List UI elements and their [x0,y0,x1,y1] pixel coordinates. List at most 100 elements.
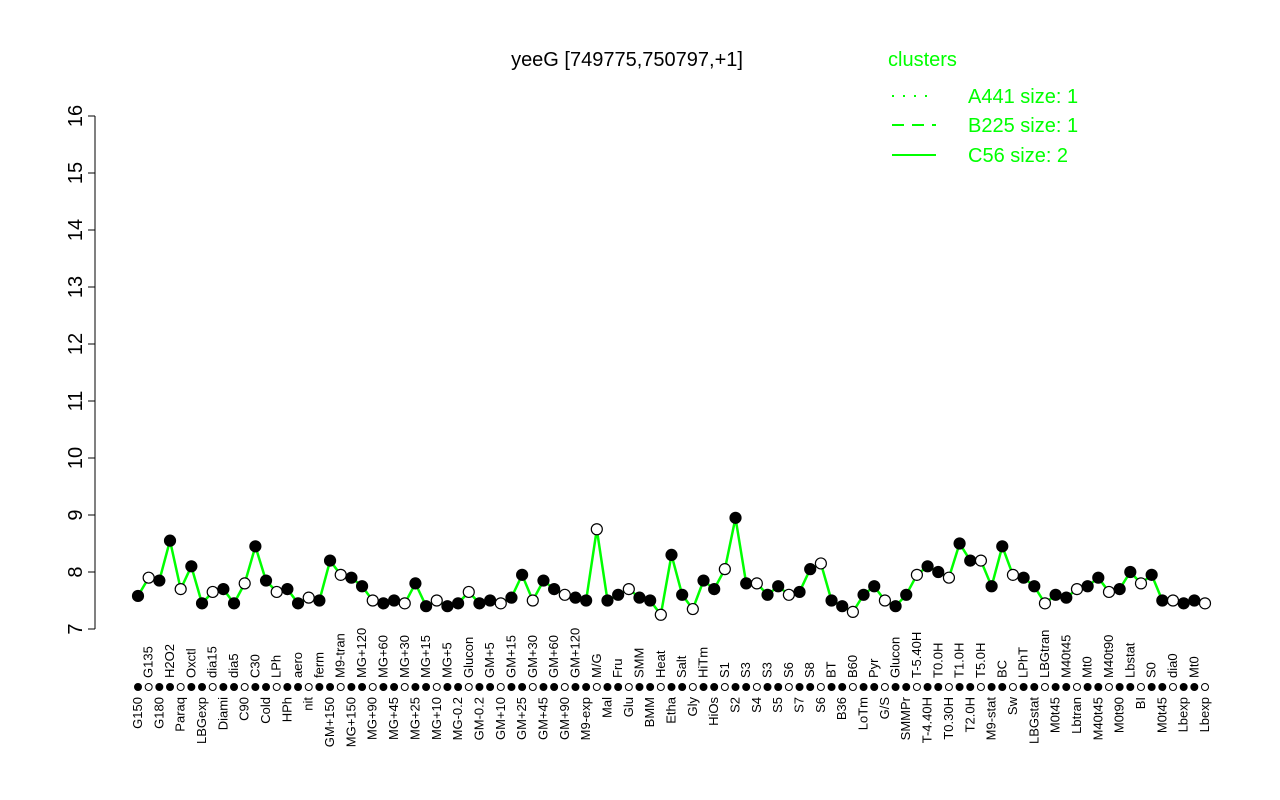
rug-mark [1115,683,1124,691]
rug-mark [304,683,313,691]
rug-mark [1158,683,1167,691]
y-tick-label: 16 [65,105,87,127]
legend-title: clusters [888,49,957,71]
data-point [281,582,294,596]
rug-mark [603,683,612,691]
x-tick-label: MG+60 [375,635,390,678]
rug-mark [752,683,761,691]
x-tick-label: LPh [269,655,284,678]
x-tick-label: nit [301,697,316,711]
y-tick-label: 11 [65,391,87,412]
rug-mark [1030,683,1039,691]
x-tick-label: C90 [237,697,252,721]
x-tick-label: B60 [845,655,860,678]
x-tick-label: GM+45 [535,697,550,740]
data-point [601,594,614,607]
x-tick-label: G180 [151,697,166,729]
x-tick-label: T5.0H [973,643,988,678]
rug-mark [454,683,463,691]
x-tick-label: S2 [728,697,743,713]
rug-mark [1040,683,1049,691]
x-tick-label: GM+150 [322,697,337,747]
data-point [249,540,262,553]
data-point [494,597,507,610]
rug-mark [880,683,889,691]
x-tick-label: T2.0H [962,697,977,732]
rug-mark [496,683,505,691]
y-axis: 7 8 9 10 11 12 13 14 15 16 [65,105,96,635]
y-tick-label: 15 [65,162,87,184]
data-point [1177,597,1190,610]
x-tick-label: Etha [664,696,679,724]
rug-mark [528,683,537,691]
data-point [889,600,902,613]
x-tick-label: S1 [717,662,732,678]
x-tick-label: S6 [813,697,828,713]
data-point [772,580,785,593]
rug-mark [208,683,217,691]
x-tick-label: S8 [802,662,817,678]
rug-mark [560,683,569,691]
rug-mark [134,683,142,691]
rug-mark [1136,683,1145,691]
rug-mark [582,683,591,691]
rug-mark [816,683,825,691]
data-point [1070,582,1084,596]
x-tick-label: M0t45 [1048,697,1063,733]
rug-mark [795,683,804,691]
data-point [793,585,806,599]
data-point [1017,571,1030,584]
x-tick-label: GM+10 [493,697,508,740]
rug-mark [422,683,431,691]
rug-mark [1072,683,1081,691]
data-point [1166,594,1180,607]
data-point [142,571,155,584]
data-point [409,577,422,590]
data-point [708,582,721,596]
rug-mark [507,683,516,691]
data-point [836,600,849,613]
x-tick-label: MG+5 [439,642,454,678]
rug-mark [1019,683,1028,691]
data-point [868,580,881,593]
x-tick-label: Sw [1005,696,1020,715]
legend-entry-2: C56 size: 2 [968,145,1068,167]
data-point [846,605,859,619]
data-point [387,594,401,607]
data-point [313,594,326,607]
data-point [131,589,145,603]
rug-mark [368,683,377,691]
data-point [462,585,475,599]
rug-mark [155,683,164,691]
y-tick-label: 9 [65,509,87,520]
data-point [334,568,347,581]
x-tick-label: MG+120 [354,628,369,678]
data-point [430,594,443,607]
rug-mark [411,683,420,691]
rug-mark [624,683,633,691]
rug-mark [656,683,665,691]
data-point [323,554,337,567]
data-point [153,574,166,587]
rug-mark [198,683,207,691]
x-tick-label: M40t90 [1101,635,1116,678]
x-tick-label: Glucon [461,637,476,678]
rug-mark [326,683,335,691]
rug-mark [870,683,879,691]
x-tick-label: BC [994,660,1009,678]
x-axis-labels: G150 G135 G180 H2O2 Paraq Oxctl LBGexp dia15 Dia… [130,628,1212,747]
x-tick-label: Oxctl [183,648,198,678]
rug-mark [774,683,783,691]
x-tick-label: H2O2 [162,644,177,678]
rug-mark [1201,683,1209,691]
rug-mark [966,683,975,691]
data-point [398,597,411,610]
rug-mark [976,683,985,691]
rug-mark [432,683,441,691]
rug-mark [464,683,473,691]
x-tick-label: LBGexp [194,697,209,744]
rug-mark [678,683,687,691]
rug-mark [518,683,527,691]
x-tick-label: dia0 [1165,653,1180,678]
x-tick-label: M40t45 [1090,697,1105,740]
